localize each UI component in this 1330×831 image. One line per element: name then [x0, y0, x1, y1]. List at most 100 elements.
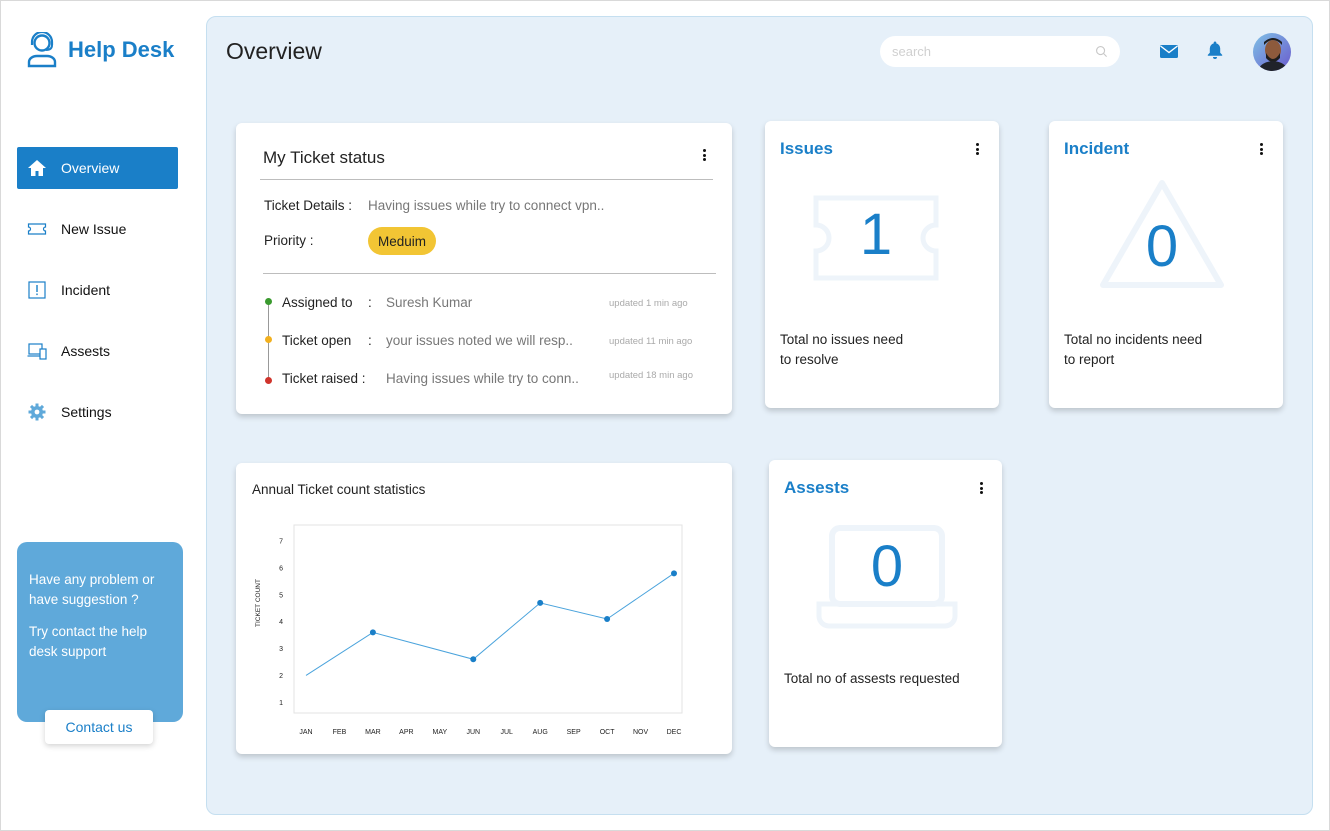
more-options-icon[interactable] — [972, 141, 982, 157]
line-chart: JAN FEB MAR APR MAY JUN JUL AUG SEP OCT NOV DEC 1 2 3 4… — [255, 524, 683, 736]
x-tick-label: SEP — [567, 729, 581, 736]
search-box — [880, 36, 1120, 67]
data-point — [369, 629, 376, 636]
timeline-time: updated 11 min ago — [609, 336, 693, 347]
series-line — [305, 572, 675, 676]
alert-icon — [28, 281, 46, 299]
priority-label: Priority : — [264, 233, 314, 248]
x-tick-label: FEB — [333, 729, 347, 736]
app-title: Help Desk — [68, 37, 175, 62]
incident-card: Incident 0 Total no incidents need to re… — [1049, 121, 1283, 408]
issues-title: Issues — [780, 139, 833, 158]
y-tick-label: 7 — [279, 539, 283, 546]
sidebar-item-label: Incident — [61, 282, 111, 298]
timeline-dot-raised — [265, 377, 272, 384]
more-options-icon[interactable] — [1256, 141, 1266, 157]
help-text-problem: Have any problem or have suggestion ? — [29, 572, 155, 607]
x-tick-label: MAR — [365, 729, 381, 736]
more-options-icon[interactable] — [699, 147, 709, 163]
incident-desc-line1: Total no incidents need — [1064, 332, 1203, 347]
timeline-dot-open — [265, 336, 272, 343]
assests-desc-line1: Total no of assests requested — [784, 671, 960, 686]
y-tick-label: 4 — [279, 619, 283, 626]
avatar[interactable] — [1253, 33, 1291, 71]
timeline-label: Ticket raised : — [282, 371, 366, 386]
x-tick-label: JAN — [299, 729, 312, 736]
home-icon — [28, 160, 46, 176]
assests-card: Assests 0 Total no of assests requested — [769, 460, 1002, 747]
sidebar-item-overview[interactable]: Overview — [17, 147, 178, 189]
timeline-value: your issues noted we will resp.. — [386, 333, 573, 348]
timeline-time: updated 18 min ago — [609, 370, 693, 381]
x-tick-label: MAY — [432, 729, 447, 736]
y-tick-label: 3 — [279, 646, 283, 653]
incident-description: Total no incidents need to report — [1064, 330, 1202, 370]
timeline-time: updated 1 min ago — [609, 298, 688, 309]
timeline-colon: : — [368, 333, 372, 348]
ticket-card-title: My Ticket status — [263, 148, 385, 167]
sidebar-item-label: New Issue — [61, 221, 127, 237]
sidebar-item-incident[interactable]: Incident — [17, 269, 178, 311]
timeline-colon: : — [368, 295, 372, 310]
timeline-dot-assigned — [265, 298, 272, 305]
assests-title: Assests — [784, 478, 850, 497]
more-options-icon[interactable] — [976, 480, 986, 496]
assests-description: Total no of assests requested — [784, 669, 960, 689]
plot-area — [293, 524, 683, 714]
timeline-value: Having issues while try to conn.. — [386, 371, 579, 386]
issues-description: Total no issues need to resolve — [780, 330, 903, 370]
x-tick-label: OCT — [600, 729, 616, 736]
sidebar-item-new-issue[interactable]: New Issue — [17, 208, 178, 250]
timeline-label: Ticket open — [282, 333, 352, 348]
ticket-details-label: Ticket Details : — [264, 198, 353, 213]
sidebar-item-label: Assests — [61, 343, 111, 359]
assests-count: 0 — [870, 534, 904, 599]
x-tick-label: JUL — [501, 729, 514, 736]
gear-icon — [28, 403, 46, 421]
sidebar-item-assests[interactable]: Assests — [17, 330, 178, 372]
x-tick-label: AUG — [533, 729, 548, 736]
ticket-outline-icon — [813, 195, 939, 281]
issues-desc-line2: to resolve — [780, 352, 839, 367]
sidebar-item-settings[interactable]: Settings — [17, 391, 178, 433]
page-title: Overview — [226, 38, 322, 64]
x-tick-label: JUN — [466, 729, 480, 736]
x-tick-label: DEC — [667, 729, 682, 736]
issues-desc-line1: Total no issues need — [780, 332, 904, 347]
incident-desc-line2: to report — [1064, 352, 1115, 367]
chart-title: Annual Ticket count statistics — [252, 482, 426, 497]
y-tick-label: 1 — [279, 700, 283, 707]
ticket-details-value: Having issues while try to connect vpn.. — [368, 198, 605, 213]
issues-card: Issues 1 Total no issues need to resolve — [765, 121, 999, 408]
y-axis-label: TICKET COUNT — [255, 579, 262, 627]
y-tick-label: 6 — [279, 565, 283, 572]
incident-title: Incident — [1064, 139, 1130, 158]
data-point — [604, 616, 611, 622]
user-avatar-image — [1253, 33, 1291, 71]
issues-count: 1 — [859, 202, 893, 267]
divider — [260, 179, 713, 180]
search-icon[interactable] — [1095, 45, 1108, 58]
headset-user-icon — [27, 32, 57, 68]
divider — [263, 273, 716, 274]
x-tick-label: NOV — [633, 729, 649, 736]
help-card: Have any problem or have suggestion ? Tr… — [17, 542, 183, 722]
incident-count: 0 — [1145, 214, 1179, 279]
bell-icon[interactable] — [1206, 40, 1224, 60]
mail-icon[interactable] — [1159, 41, 1179, 61]
search-input[interactable] — [892, 44, 1095, 59]
sidebar-item-label: Settings — [61, 404, 112, 420]
warning-triangle-icon — [1100, 180, 1224, 288]
x-tick-label: APR — [399, 729, 413, 736]
help-text-contact: Try contact the help desk support — [29, 624, 148, 659]
laptop-icon — [816, 525, 958, 629]
data-point — [470, 656, 477, 663]
timeline-label: Assigned to — [282, 295, 353, 310]
ticket-status-card: My Ticket status Ticket Details : Having… — [236, 123, 732, 414]
priority-badge: Meduim — [368, 227, 437, 255]
contact-us-button[interactable]: Contact us — [45, 710, 153, 744]
annual-ticket-chart-card: Annual Ticket count statistics JAN FEB MAR… — [236, 463, 732, 754]
y-tick-label: 5 — [279, 592, 283, 599]
timeline-value: Suresh Kumar — [386, 295, 473, 310]
y-tick-label: 2 — [279, 673, 283, 680]
